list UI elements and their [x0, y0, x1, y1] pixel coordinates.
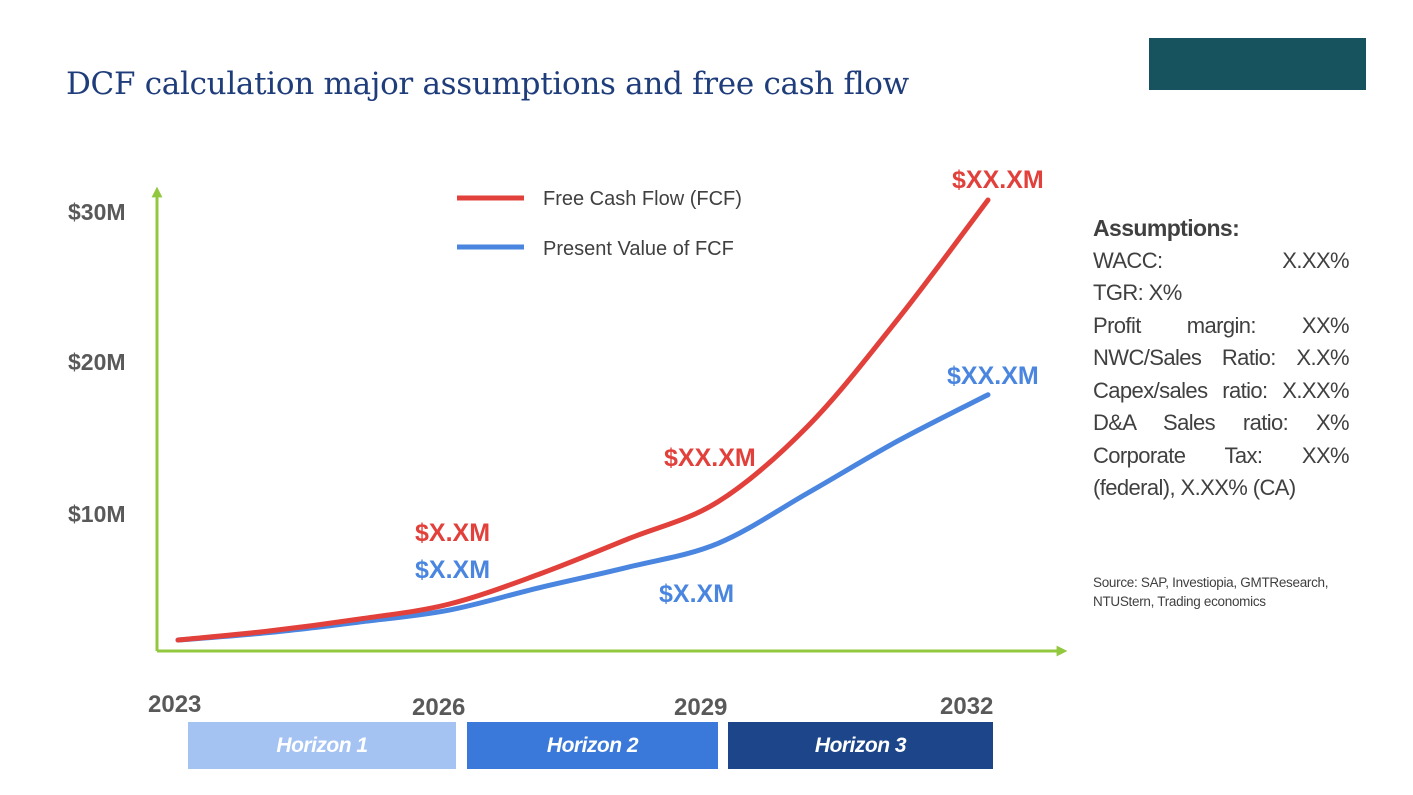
horizon-3: Horizon 3: [728, 722, 993, 769]
assumption-corporate-tax: Corporate Tax: XX%: [1093, 442, 1350, 468]
assumption-corporate-tax-detail: (federal), X.XX% (CA): [1093, 475, 1296, 500]
data-label-pv-6: $XX.XM: [947, 362, 1039, 390]
assumptions-heading: Assumptions:: [1093, 215, 1240, 241]
data-label-pv-2: $X.XM: [415, 556, 490, 584]
horizon-1-label: Horizon 1: [276, 733, 368, 757]
source-note: Source: SAP, Investiopia, GMTResearch, N…: [1093, 573, 1353, 611]
data-label-fcf-3: $XX.XM: [664, 444, 756, 472]
horizon-2-label: Horizon 2: [546, 733, 639, 757]
assumptions-panel: Assumptions: WACC: X.XX% TGR: X% Profit …: [1093, 212, 1350, 505]
source-line-2: NTUStern, Trading economics: [1093, 594, 1266, 609]
legend-label-pv: Present Value of FCF: [543, 238, 734, 260]
x-tick-2029: 2029: [674, 694, 727, 721]
x-tick-2032: 2032: [940, 693, 993, 720]
assumption-da-sales: D&A Sales ratio: X%: [1093, 410, 1350, 435]
horizon-2: Horizon 2: [467, 722, 718, 769]
horizon-1: Horizon 1: [188, 722, 456, 769]
legend-label-fcf: Free Cash Flow (FCF): [543, 188, 742, 210]
assumption-wacc: WACC: X.XX%: [1093, 247, 1350, 273]
source-line-1: Source: SAP, Investiopia, GMTResearch,: [1093, 575, 1329, 590]
fcf-line: [175, 197, 991, 643]
horizon-3-label: Horizon 3: [814, 733, 907, 757]
y-tick-10: $10M: [68, 501, 126, 527]
assumption-tgr: TGR: X%: [1093, 280, 1182, 305]
y-tick-20: $20M: [68, 349, 126, 375]
assumption-profit-margin: Profit margin: XX%: [1093, 312, 1350, 338]
y-tick-30: $30M: [68, 199, 126, 225]
data-label-fcf-5: $XX.XM: [952, 166, 1044, 194]
assumption-capex-sales: Capex/sales ratio: X.XX%: [1093, 377, 1350, 403]
x-tick-2023: 2023: [148, 691, 201, 718]
assumption-nwc-sales: NWC/Sales Ratio: X.X%: [1093, 345, 1350, 370]
data-label-fcf-1: $X.XM: [415, 519, 490, 547]
x-tick-2026: 2026: [412, 694, 465, 721]
accent-box: [1149, 38, 1366, 90]
data-label-pv-4: $X.XM: [659, 580, 734, 608]
page-title: DCF calculation major assumptions and fr…: [66, 66, 909, 102]
pv-line: [175, 392, 991, 643]
